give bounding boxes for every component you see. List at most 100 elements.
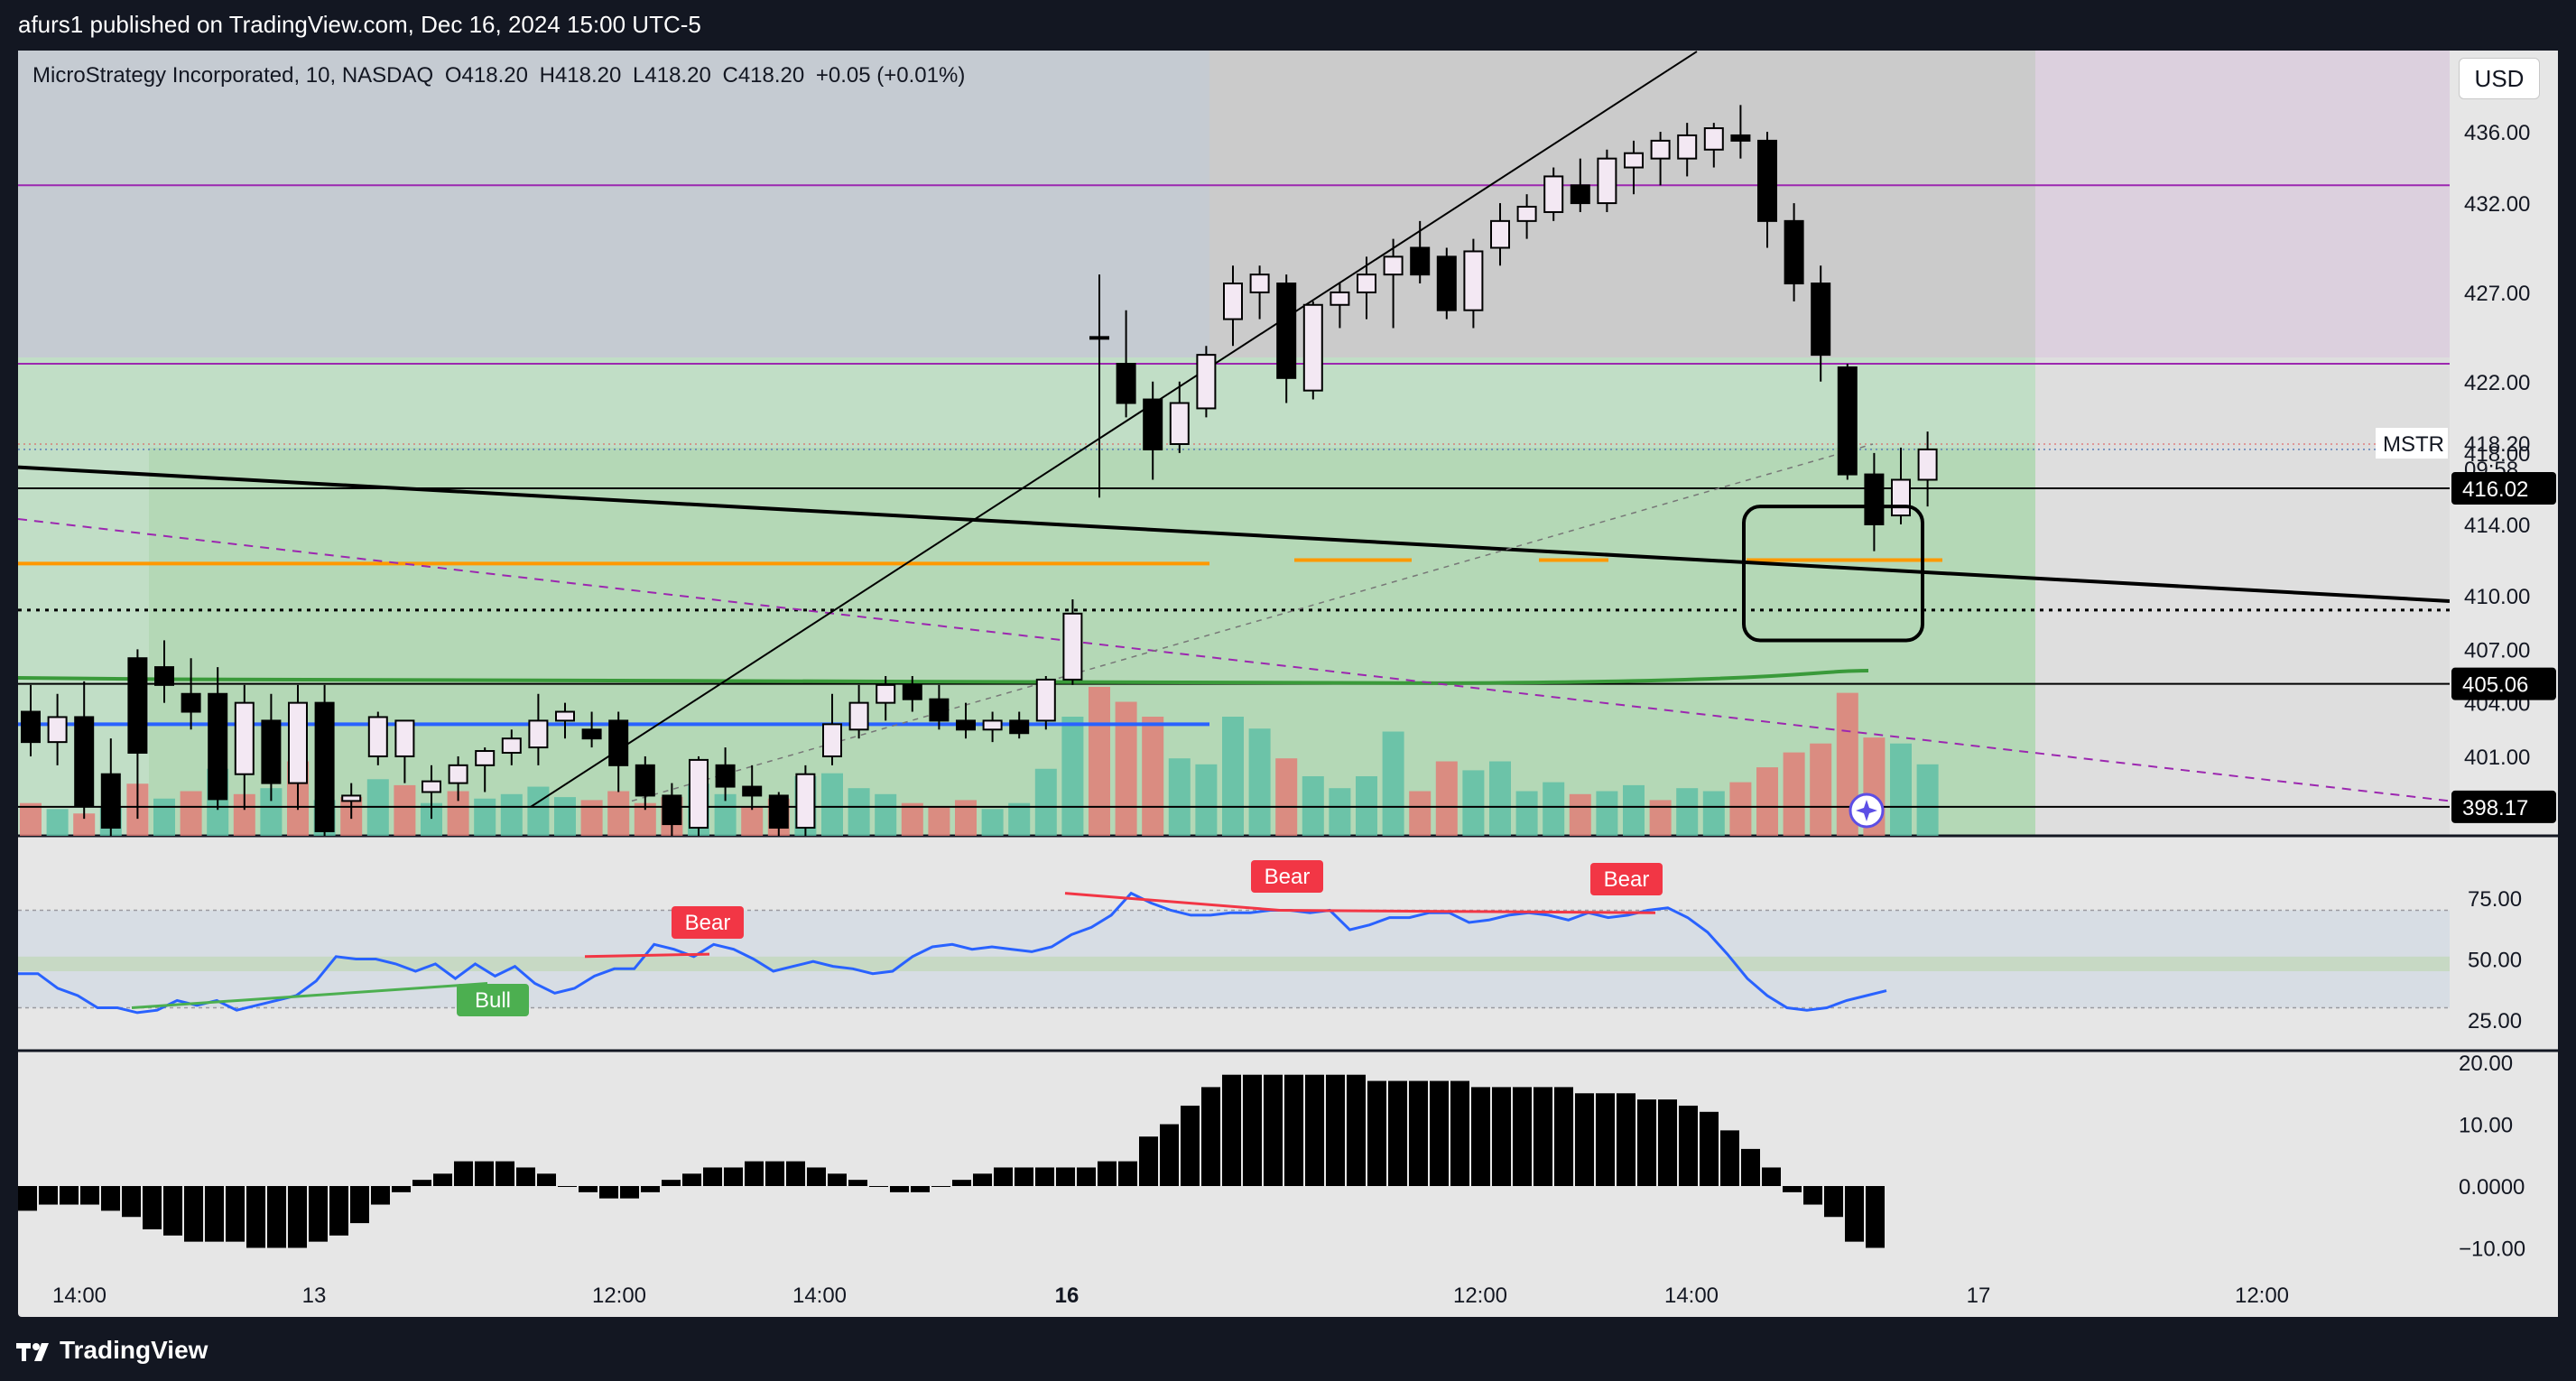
rsi-pane[interactable]: Bull Bear Bear Bear: [18, 860, 2450, 1016]
candle-body: [448, 764, 468, 784]
currency-button[interactable]: USD: [2459, 58, 2540, 99]
candle-body: [1811, 283, 1831, 357]
histogram-bar: [163, 1186, 182, 1236]
histogram-pane[interactable]: [18, 1074, 1885, 1248]
histogram-bar: [1741, 1148, 1760, 1186]
volume-bar: [1089, 687, 1110, 836]
volume-bar: [741, 806, 764, 836]
price-tick-label: 414.00: [2464, 514, 2530, 538]
sparkle-star: [1856, 800, 1877, 821]
time-tick-label: 14:00: [1664, 1284, 1719, 1308]
histogram-bar: [18, 1186, 37, 1211]
candle-body: [1249, 273, 1270, 293]
histogram-bar: [329, 1186, 348, 1236]
histogram-bar: [1347, 1074, 1366, 1186]
symbol-badge-text: MSTR: [2383, 432, 2444, 457]
candle-body: [1276, 283, 1297, 379]
histogram-bar: [994, 1167, 1013, 1186]
histogram-bar: [1783, 1186, 1802, 1192]
volume-bar: [1008, 802, 1031, 836]
histogram-bar: [973, 1173, 992, 1186]
close-number: 418.20: [737, 63, 805, 88]
histogram-bar: [1845, 1186, 1864, 1242]
published-line: afurs1 published on TradingView.com, Dec…: [18, 11, 701, 38]
histogram-bar: [1554, 1087, 1573, 1186]
open-label: O: [444, 63, 462, 88]
projection-dashed-line: [631, 443, 1874, 802]
histogram-bar: [1222, 1074, 1241, 1186]
histogram-tick-label: −10.00: [2459, 1237, 2525, 1262]
histogram-bar: [1700, 1111, 1719, 1186]
histogram-bar: [1803, 1186, 1822, 1205]
candle-body: [1302, 303, 1323, 392]
volume-bar: [1168, 758, 1191, 836]
volume-bar: [46, 809, 69, 836]
moving-average-line: [18, 669, 1869, 686]
candle-body: [181, 692, 201, 713]
volume-bar: [1596, 791, 1618, 836]
axis-labels: 436.00 432.00 427.00 422.00 418.00 414.00 410.…: [2459, 121, 2530, 1262]
candle-body: [1089, 336, 1109, 340]
volume-bar: [1142, 717, 1164, 836]
candle-body: [501, 737, 522, 754]
candle-body: [662, 794, 682, 826]
volume-bar: [1275, 758, 1298, 836]
histogram-bar: [1430, 1080, 1449, 1186]
time-tick-label: 14:00: [792, 1284, 847, 1308]
candle-body: [1196, 354, 1217, 410]
high-number: 418.20: [554, 63, 622, 88]
candle-body: [1703, 127, 1724, 151]
volume-bar: [20, 802, 42, 836]
volume-bar: [1810, 743, 1832, 836]
bear-divergence-line-2: [1064, 892, 1281, 912]
histogram-bar: [745, 1161, 764, 1186]
histogram-bar: [1077, 1167, 1096, 1186]
bear-divergence-line-1: [584, 952, 710, 959]
candle-body: [100, 773, 121, 830]
price-pane[interactable]: [18, 51, 2450, 846]
histogram-bar: [1181, 1105, 1200, 1186]
histogram-bar: [1617, 1093, 1635, 1186]
candle-body: [822, 723, 842, 757]
candle-body: [1516, 206, 1537, 222]
candle-body: [367, 716, 388, 757]
histogram-bar: [931, 1186, 950, 1187]
volume-bar: [875, 793, 897, 836]
histogram-bar: [80, 1186, 99, 1205]
candle-body: [1624, 152, 1644, 169]
open-number: 418.20: [461, 63, 528, 88]
volume-bar: [1382, 731, 1404, 836]
candle-body: [1784, 219, 1804, 285]
histogram-bar: [641, 1186, 660, 1192]
volume-bar: [1462, 770, 1485, 836]
time-axis[interactable]: 14:00 13 12:00 14:00 16 12:00 14:00 17 12:00: [52, 1284, 2289, 1308]
candle-body: [1035, 678, 1056, 722]
time-tick-label: 12:00: [2235, 1284, 2289, 1308]
candle-body: [1383, 255, 1404, 276]
histogram-bar: [288, 1186, 307, 1248]
volume-bar: [1248, 728, 1271, 836]
close-label: C: [722, 63, 738, 88]
histogram-bar: [1201, 1087, 1220, 1186]
time-tick-label: 14:00: [52, 1284, 107, 1308]
volume-bar: [848, 788, 870, 836]
volume-bar: [955, 800, 977, 836]
price-tick-label: 418.00: [2464, 442, 2530, 467]
volume-bar: [1623, 784, 1645, 836]
symbol-badge: [2376, 428, 2448, 459]
price-badge-level_1: [2451, 472, 2556, 505]
histogram-bar: [1762, 1167, 1781, 1186]
high-label: H: [539, 63, 555, 88]
rsi-tick-label: 50.00: [2468, 949, 2522, 973]
candle-body: [127, 657, 148, 754]
candle-body: [208, 692, 228, 801]
volume-bar: [447, 791, 469, 836]
histogram-bar: [1243, 1074, 1262, 1186]
volume-bar: [1034, 768, 1057, 836]
histogram-bar: [662, 1180, 681, 1186]
histogram-bar: [1575, 1093, 1594, 1186]
histogram-bar: [765, 1161, 784, 1186]
histogram-bar: [828, 1173, 847, 1186]
bull-label-bg: [457, 984, 529, 1016]
